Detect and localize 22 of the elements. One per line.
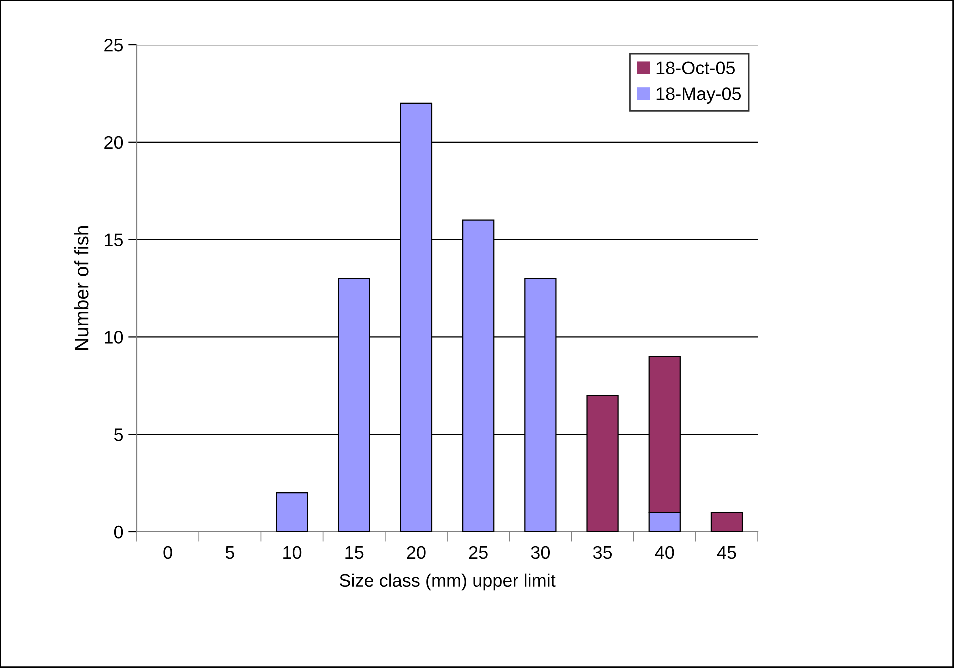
bar [276, 492, 308, 532]
x-tick-label: 35 [593, 546, 612, 560]
x-tick-label: 40 [655, 546, 674, 560]
x-tick-label: 45 [717, 546, 736, 560]
x-tick-label: 15 [346, 546, 364, 560]
x-axis-title: Size class (mm) upper limit [340, 574, 556, 591]
y-tick-label: 0 [114, 526, 124, 539]
bar [710, 512, 744, 532]
x-tick-label: 20 [407, 546, 426, 560]
y-tick-label: 15 [105, 234, 124, 247]
x-tick-label: 0 [164, 546, 172, 560]
legend-label: 18-Oct-05 [656, 62, 736, 75]
x-tick-label: 30 [531, 546, 550, 560]
x-tick-label: 5 [226, 546, 234, 560]
legend-label: 18-May-05 [656, 88, 742, 104]
y-tick-label: 20 [104, 136, 124, 150]
x-tick-label: 25 [469, 546, 488, 560]
y-tick-label: 25 [104, 38, 124, 52]
y-tick-label: 10 [105, 331, 124, 344]
y-axis-title: Number of fish [74, 226, 89, 350]
y-tick-label: 5 [114, 428, 124, 442]
x-tick-label: 10 [284, 546, 302, 560]
